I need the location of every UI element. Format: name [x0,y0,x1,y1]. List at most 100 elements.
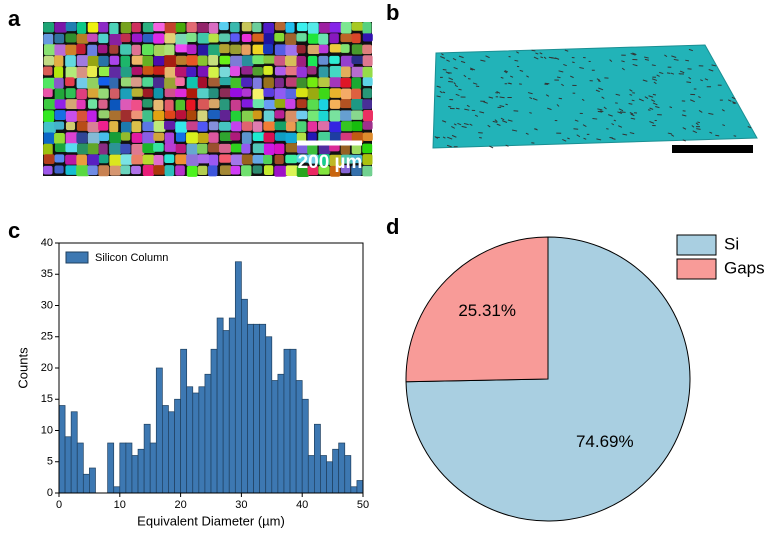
grain [186,154,199,166]
grain [165,89,177,97]
grain [263,88,274,97]
y-tick-label: 0 [47,487,53,499]
grain [66,99,78,109]
grain [285,155,297,163]
grain [153,23,165,32]
bar [83,474,89,493]
panel-label: b [386,0,399,25]
grain [242,122,252,131]
grain [142,122,155,131]
grain [153,77,164,88]
grain [98,165,109,176]
grain [253,78,262,89]
grain [253,67,263,76]
grain [76,44,85,54]
bar [168,412,174,493]
grain [176,56,187,65]
grain [66,111,77,122]
pore [529,113,531,114]
bar [345,456,351,494]
y-tick-label: 5 [47,456,53,468]
grain [351,89,361,100]
grain [341,66,351,77]
grain [219,144,231,153]
grain [132,56,144,65]
pore [652,65,656,66]
x-tick-label: 50 [357,499,369,511]
grain [131,166,141,174]
grain [197,88,209,98]
bar [150,443,156,493]
legend-label: Gaps [724,258,765,277]
grain [175,44,188,52]
grain [308,88,320,99]
grain [198,77,207,88]
bar [205,374,211,493]
grain [340,99,351,108]
grain [76,89,87,99]
grain [143,34,154,43]
grain [275,155,284,164]
grain [362,99,372,109]
grain [187,77,199,89]
x-tick-label: 40 [296,499,308,511]
grain [87,45,97,57]
grain [154,88,164,98]
grain [297,23,308,31]
grain [230,22,240,32]
bar [296,381,302,494]
grain [120,88,132,99]
grain [153,143,164,152]
grain [65,55,76,67]
slice-label: 25.31% [458,301,516,320]
pore [592,119,597,120]
pore [648,110,651,111]
grain [186,67,196,77]
grain [318,56,328,65]
grain [131,100,142,111]
grain [330,66,342,78]
y-tick-label: 15 [41,393,53,405]
grain [176,23,186,33]
grain [187,110,197,120]
bar [132,456,138,494]
grain [153,111,164,121]
grain [76,132,87,143]
grain [175,154,187,164]
grain [230,56,243,68]
legend-swatch [677,259,716,279]
grain [308,133,317,141]
grain [296,56,305,67]
grain [88,143,99,154]
grain [143,165,154,176]
grain [120,99,132,110]
grain [186,88,198,98]
grain [87,154,99,165]
grain [329,122,341,133]
grain [99,133,109,141]
grain [153,66,166,75]
pore [632,100,635,101]
bar [181,349,187,493]
grain [340,34,352,42]
grain [186,100,195,111]
grain [275,22,285,30]
grain [308,45,320,54]
bar [308,456,314,494]
bar [357,481,363,494]
grain [197,110,207,121]
grain [351,56,364,64]
grain [219,56,230,65]
grain [77,22,86,34]
grain [363,88,372,98]
bar [241,299,247,493]
bar [290,349,296,493]
bar [187,387,193,493]
grain [329,33,338,43]
grain [54,78,64,89]
grain [66,22,77,31]
grain [109,110,122,120]
grain [43,166,52,175]
bar [144,424,150,493]
pore [506,104,508,105]
